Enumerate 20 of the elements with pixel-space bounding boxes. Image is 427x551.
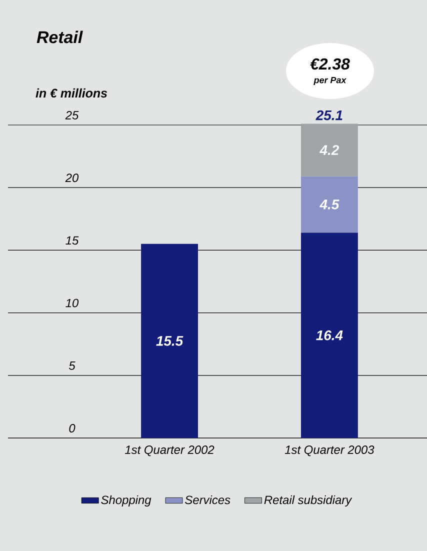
y-tick-label: 20 <box>65 174 78 182</box>
chart-title: Retail <box>36 30 83 44</box>
data-label: 4.2 <box>319 145 339 155</box>
legend-label: Shopping <box>100 495 152 507</box>
legend-label: Services <box>184 495 230 504</box>
y-tick-label: 25 <box>65 111 79 120</box>
y-tick-label: 5 <box>68 362 76 370</box>
y-tick-label: 10 <box>66 298 78 308</box>
data-label: 4.5 <box>319 200 340 210</box>
data-label: 16.4 <box>316 330 343 340</box>
total-label: 25.1 <box>316 110 342 120</box>
y-tick-label: 0 <box>69 424 76 432</box>
legend-label: Retail subsidiary <box>264 495 352 507</box>
data-label: 15.5 <box>156 336 184 346</box>
x-tick-label: 1st Quarter 2003 <box>284 446 374 456</box>
y-tick-label: 15 <box>66 236 79 245</box>
y-axis-title: in € millions <box>36 88 107 98</box>
x-tick-label: 1st Quarter 2002 <box>124 446 214 456</box>
text: per Pax <box>313 76 346 86</box>
text: €2.38 <box>310 58 350 70</box>
